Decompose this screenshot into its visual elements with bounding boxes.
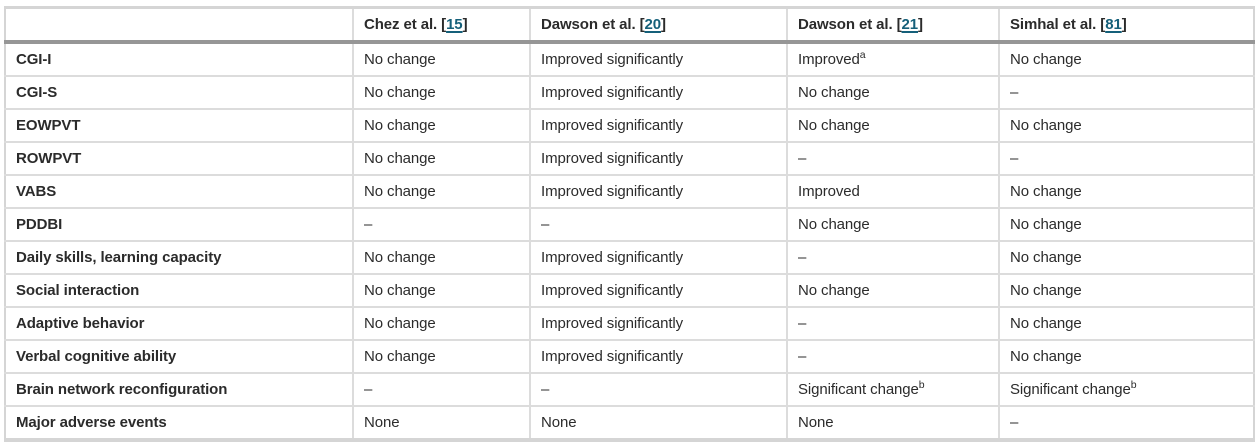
table-cell: None	[786, 406, 999, 440]
row-label: Daily skills, learning capacity	[5, 241, 353, 275]
table-cell: –	[998, 76, 1254, 110]
table-cell: No change	[352, 175, 530, 209]
table-cell: Improved significantly	[529, 175, 787, 209]
table-cell: No change	[352, 340, 530, 374]
bracket-open: [	[1096, 16, 1106, 33]
bracket-open: [	[892, 16, 902, 33]
column-header-simhal: Simhal et al. [81]	[998, 7, 1254, 44]
table-row-rowpvt: ROWPVT No change Improved significantly …	[5, 142, 1254, 176]
table-cell: No change	[352, 142, 530, 176]
study-outcomes-table-wrapper: Chez et al. [15] Dawson et al. [20] Daws…	[4, 6, 1255, 442]
bracket-close: ]	[1121, 16, 1127, 33]
table-cell: No change	[352, 307, 530, 341]
table-cell: No change	[998, 340, 1254, 374]
table-cell: Improved significantly	[529, 109, 787, 143]
row-label: Verbal cognitive ability	[5, 340, 353, 374]
bracket-close: ]	[918, 16, 923, 33]
row-label: CGI-I	[5, 42, 353, 77]
table-cell: No change	[998, 42, 1254, 77]
table-cell: No change	[998, 208, 1254, 242]
row-label: PDDBI	[5, 208, 353, 242]
table-cell: Improved significantly	[529, 307, 787, 341]
table-cell: No change	[998, 109, 1254, 143]
citation-link-21[interactable]: 21	[901, 16, 919, 33]
empty-corner-cell	[5, 7, 353, 44]
citation-link-15[interactable]: 15	[446, 16, 463, 33]
row-label: Major adverse events	[16, 414, 167, 431]
table-cell: Improved	[786, 175, 999, 209]
bracket-open: [	[635, 16, 645, 33]
table-cell: Improved significantly	[529, 274, 787, 308]
table-cell: Improved significantly	[529, 42, 787, 77]
table-cell: No change	[352, 42, 530, 77]
table-row-daily-skills: Daily skills, learning capacity No chang…	[5, 241, 1254, 275]
table-row-pddbi: PDDBI – – No change No change	[5, 208, 1254, 242]
table-cell: No change	[786, 109, 999, 143]
table-row-cgi-s: CGI-S No change Improved significantly N…	[5, 76, 1254, 110]
study-name: Simhal et al.	[1010, 16, 1097, 33]
table-cell: No change	[786, 76, 999, 110]
study-name: Chez et al.	[364, 16, 438, 33]
table-cell: No change	[352, 241, 530, 275]
table-cell: Significant changeb	[786, 373, 999, 407]
table-cell: –	[786, 307, 999, 341]
table-cell: –	[352, 373, 530, 407]
bracket-close: ]	[661, 16, 666, 33]
footnote-marker: a	[859, 49, 866, 61]
table-row-major-adverse-events: Major adverse events None None None –	[5, 406, 1254, 440]
row-label: ROWPVT	[5, 142, 353, 176]
table-row-social-interaction: Social interaction No change Improved si…	[5, 274, 1254, 308]
header-row: Chez et al. [15] Dawson et al. [20] Daws…	[5, 7, 1254, 44]
table-row-adaptive-behavior: Adaptive behavior No change Improved sig…	[5, 307, 1254, 341]
table-cell: –	[786, 241, 999, 275]
row-label: Adaptive behavior	[5, 307, 353, 341]
table-cell: Improved significantly	[529, 340, 787, 374]
citation-link-81[interactable]: 81	[1105, 16, 1122, 33]
footnote-marker: b	[918, 379, 925, 391]
table-cell: No change	[786, 274, 999, 308]
table-row-brain-network: Brain network reconfiguration – – Signif…	[5, 373, 1254, 407]
table-cell: Improveda	[786, 42, 999, 77]
table-cell: No change	[998, 274, 1254, 308]
row-label: Social interaction	[5, 274, 353, 308]
table-cell: –	[998, 142, 1254, 176]
column-header-dawson-21: Dawson et al. [21]	[786, 7, 999, 44]
study-name: Dawson et al.	[541, 16, 636, 33]
table-row-eowpvt: EOWPVT No change Improved significantly …	[5, 109, 1254, 143]
table-row-cgi-i: CGI-I No change Improved significantly I…	[5, 42, 1254, 77]
table-cell: Significant changeb	[998, 373, 1254, 407]
column-header-dawson-20: Dawson et al. [20]	[529, 7, 787, 44]
table-cell: –	[998, 406, 1254, 440]
table-cell: Improved significantly	[529, 142, 787, 176]
column-header-chez: Chez et al. [15]	[352, 7, 530, 44]
study-name: Dawson et al.	[798, 16, 893, 33]
table-cell: –	[352, 208, 530, 242]
table-cell: None	[352, 406, 530, 440]
table-cell: –	[786, 340, 999, 374]
row-label: CGI-S	[5, 76, 353, 110]
table-cell: Improved significantly	[529, 241, 787, 275]
row-label: Brain network reconfiguration	[5, 373, 353, 407]
study-outcomes-table: Chez et al. [15] Dawson et al. [20] Daws…	[4, 6, 1255, 442]
table-cell: Improved significantly	[529, 76, 787, 110]
table-cell: No change	[998, 175, 1254, 209]
row-label: VABS	[5, 175, 353, 209]
table-cell: No change	[998, 307, 1254, 341]
table-cell: No change	[786, 208, 999, 242]
bracket-open: [	[437, 16, 447, 33]
bracket-close: ]	[462, 16, 468, 33]
table-cell: –	[529, 208, 787, 242]
table-cell: No change	[998, 241, 1254, 275]
row-label: EOWPVT	[5, 109, 353, 143]
table-cell: –	[786, 142, 999, 176]
table-row-verbal-cognitive: Verbal cognitive ability No change Impro…	[5, 340, 1254, 374]
footnote-marker: b	[1130, 379, 1137, 391]
table-cell: No change	[352, 76, 530, 110]
table-cell: No change	[352, 109, 530, 143]
citation-link-20[interactable]: 20	[644, 16, 662, 33]
table-row-vabs: VABS No change Improved significantly Im…	[5, 175, 1254, 209]
table-cell: None	[529, 406, 787, 440]
table-cell: No change	[352, 274, 530, 308]
table-cell: –	[529, 373, 787, 407]
